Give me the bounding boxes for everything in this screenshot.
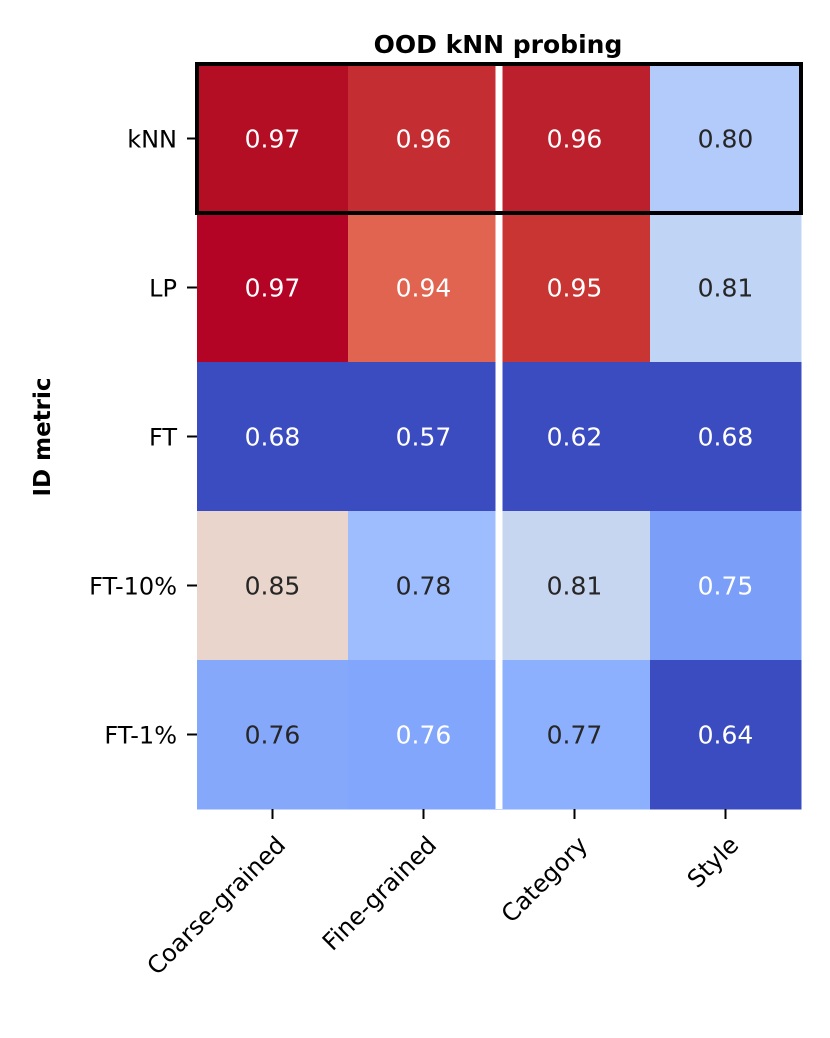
y-axis-label: ID metric: [30, 377, 56, 496]
heatmap-cell-ft-10pct-category: [499, 511, 651, 661]
y-tick-label-ft-10pct: FT-10%: [89, 573, 177, 601]
heatmap-cell-lp-style: [650, 213, 802, 363]
cell-value-label: 0.80: [698, 125, 754, 154]
cell-value-label: 0.78: [396, 572, 452, 601]
cell-value-label: 0.76: [396, 721, 452, 750]
heatmap-cell-lp-fine-grained: [348, 213, 500, 363]
x-tick-label-style: Style: [682, 831, 744, 893]
heatmap-cell-ft-coarse-grained: [197, 362, 349, 512]
cell-value-label: 0.77: [547, 721, 603, 750]
y-tick-label-ft-1pct: FT-1%: [104, 722, 177, 750]
cell-value-label: 0.96: [547, 125, 603, 154]
cell-value-label: 0.81: [547, 572, 603, 601]
cell-value-label: 0.81: [698, 274, 754, 303]
heatmap-cell-lp-category: [499, 213, 651, 363]
cell-value-label: 0.68: [698, 423, 754, 452]
heatmap-cell-ft-1pct-fine-grained: [348, 660, 500, 810]
cell-value-label: 0.75: [698, 572, 754, 601]
heatmap-cells: [197, 64, 802, 810]
y-tick-label-lp: LP: [149, 275, 177, 303]
x-tick-label-category: Category: [496, 831, 593, 928]
heatmap-cell-ft-category: [499, 362, 651, 512]
cell-value-label: 0.68: [245, 423, 301, 452]
heatmap-cell-ft-10pct-fine-grained: [348, 511, 500, 661]
cell-value-label: 0.57: [396, 423, 452, 452]
heatmap-cell-knn-category: [499, 64, 651, 214]
row-highlight-layer: [195, 62, 803, 215]
heatmap-cell-ft-1pct-coarse-grained: [197, 660, 349, 810]
heatmap-cell-ft-1pct-category: [499, 660, 651, 810]
heatmap-cell-ft-10pct-style: [650, 511, 802, 661]
cell-value-labels: 0.97 0.96 0.96 0.80 0.97 0.94 0.95 0.81 0.68 0.57…: [245, 125, 754, 750]
cell-value-label: 0.97: [245, 125, 301, 154]
cell-value-label: 0.96: [396, 125, 452, 154]
heatmap-cell-ft-fine-grained: [348, 362, 500, 512]
cell-value-label: 0.76: [245, 721, 301, 750]
cell-value-label: 0.94: [396, 274, 452, 303]
cell-value-label: 0.97: [245, 274, 301, 303]
heatmap-cell-ft-10pct-coarse-grained: [197, 511, 349, 661]
y-tick-label-ft: FT: [149, 424, 177, 452]
heatmap-cell-ft-style: [650, 362, 802, 512]
heatmap-cell-knn-fine-grained: [348, 64, 500, 214]
cell-value-label: 0.85: [245, 572, 301, 601]
heatmap-cell-ft-1pct-style: [650, 660, 802, 810]
y-tick-label-knn: kNN: [127, 126, 177, 154]
cell-value-label: 0.64: [698, 721, 754, 750]
cell-value-label: 0.95: [547, 274, 603, 303]
heatmap-cell-lp-coarse-grained: [197, 213, 349, 363]
x-tick-label-fine-grained: Fine-grained: [317, 831, 442, 956]
chart-title: OOD kNN probing: [374, 30, 623, 59]
cell-value-label: 0.62: [547, 423, 603, 452]
heatmap-cell-knn-coarse-grained: [197, 64, 349, 214]
x-tick-label-coarse-grained: Coarse-grained: [142, 831, 292, 981]
highlight-box-knn: [195, 62, 803, 215]
heatmap-cell-knn-style: [650, 64, 802, 214]
